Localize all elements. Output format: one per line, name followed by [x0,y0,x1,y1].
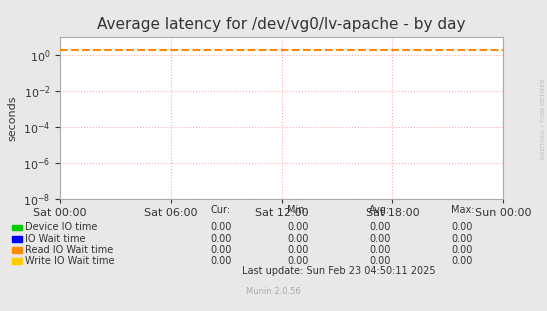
Text: 0.00: 0.00 [451,234,473,244]
Text: 0.00: 0.00 [287,222,309,232]
Text: Device IO time: Device IO time [25,222,97,232]
Text: 0.00: 0.00 [369,222,391,232]
Text: 0.00: 0.00 [287,256,309,266]
Text: Min:: Min: [287,205,308,215]
Text: Read IO Wait time: Read IO Wait time [25,245,113,255]
Text: Max:: Max: [451,205,475,215]
Text: 0.00: 0.00 [451,245,473,255]
Text: Munin 2.0.56: Munin 2.0.56 [246,287,301,296]
Text: 0.00: 0.00 [369,245,391,255]
Title: Average latency for /dev/vg0/lv-apache - by day: Average latency for /dev/vg0/lv-apache -… [97,17,466,32]
Text: 0.00: 0.00 [211,245,232,255]
Text: 0.00: 0.00 [369,256,391,266]
Text: 0.00: 0.00 [369,234,391,244]
Text: Write IO Wait time: Write IO Wait time [25,256,114,266]
Text: 0.00: 0.00 [287,245,309,255]
Text: 0.00: 0.00 [451,256,473,266]
Text: Last update: Sun Feb 23 04:50:11 2025: Last update: Sun Feb 23 04:50:11 2025 [242,266,436,276]
Text: 0.00: 0.00 [287,234,309,244]
Text: 0.00: 0.00 [211,222,232,232]
Y-axis label: seconds: seconds [8,95,18,141]
Text: 0.00: 0.00 [211,256,232,266]
Text: 0.00: 0.00 [211,234,232,244]
Text: 0.00: 0.00 [451,222,473,232]
Text: Avg:: Avg: [369,205,391,215]
Text: RRDTOOL / TOBI OETIKER: RRDTOOL / TOBI OETIKER [541,78,546,159]
Text: Cur:: Cur: [211,205,231,215]
Text: IO Wait time: IO Wait time [25,234,85,244]
